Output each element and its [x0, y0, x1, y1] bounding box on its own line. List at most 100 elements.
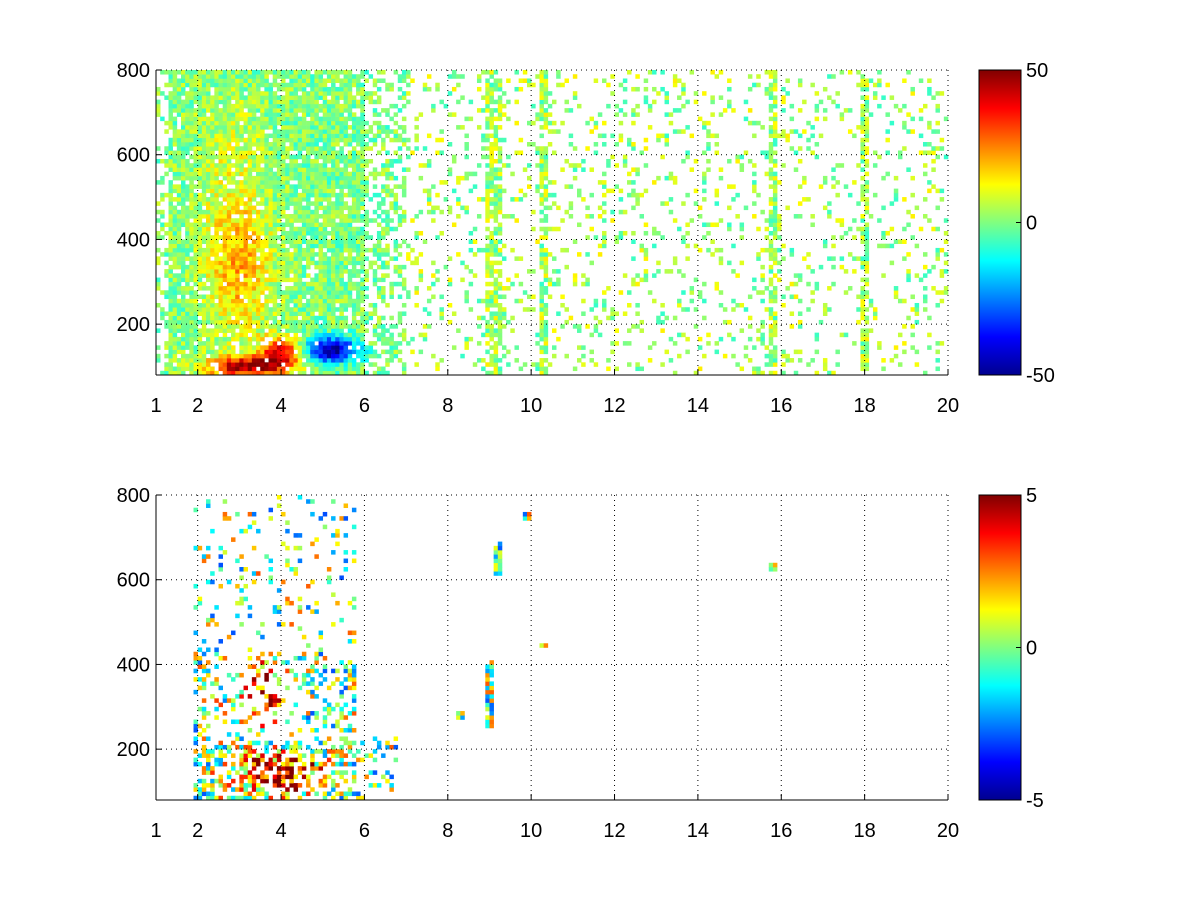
heatmap-cell	[314, 91, 319, 96]
heatmap-cell	[226, 214, 232, 219]
heatmap-cell	[372, 78, 378, 84]
heatmap-cell	[168, 336, 173, 342]
heatmap-cell	[718, 256, 724, 261]
heatmap-cell	[831, 264, 836, 270]
heatmap-cell	[201, 222, 207, 228]
heatmap-cell	[343, 175, 349, 181]
heatmap-cell	[293, 260, 299, 266]
heatmap-cell	[501, 103, 507, 109]
heatmap-cell	[485, 78, 490, 84]
heatmap-cell	[456, 99, 461, 105]
heatmap-cell	[389, 129, 394, 134]
heatmap-cell	[306, 112, 311, 117]
heatmap-cell	[331, 247, 336, 253]
heatmap-cell	[231, 235, 236, 240]
heatmap-cell	[335, 366, 340, 372]
heatmap-cell	[397, 146, 403, 151]
heatmap-cell	[201, 239, 207, 244]
heatmap-cell	[772, 332, 778, 338]
heatmap-cell	[181, 222, 186, 228]
heatmap-cell	[431, 108, 436, 113]
heatmap-cell	[510, 171, 515, 177]
heatmap-cell	[193, 142, 198, 147]
heatmap-cell	[268, 188, 274, 194]
heatmap-cell	[756, 82, 761, 88]
heatmap-cell	[289, 192, 294, 198]
heatmap-cell	[214, 290, 219, 295]
heatmap-cell	[281, 370, 286, 376]
heatmap-cell	[268, 243, 274, 249]
heatmap-cell	[356, 125, 361, 130]
heatmap-cell	[181, 175, 186, 181]
heatmap-cell	[239, 163, 244, 168]
heatmap-cell	[310, 188, 315, 194]
heatmap-cell	[281, 192, 286, 198]
heatmap-cell	[314, 345, 319, 350]
heatmap-cell	[631, 205, 636, 211]
heatmap-cell	[606, 82, 611, 88]
heatmap-cell	[231, 302, 236, 308]
heatmap-cell	[339, 273, 344, 278]
heatmap-cell	[518, 86, 524, 92]
heatmap-cell	[214, 222, 219, 228]
heatmap-cell	[189, 247, 194, 253]
heatmap-cell	[268, 133, 274, 139]
heatmap-cell	[539, 112, 544, 117]
heatmap-cell	[431, 184, 436, 189]
heatmap-cell	[276, 256, 282, 261]
heatmap-cell	[231, 137, 236, 143]
heatmap-cell	[652, 180, 657, 185]
heatmap-cell	[360, 247, 365, 253]
heatmap-cell	[193, 108, 198, 113]
heatmap-cell	[310, 370, 315, 376]
heatmap-cell	[785, 358, 790, 363]
heatmap-cell	[264, 269, 269, 274]
heatmap-cell	[697, 366, 703, 372]
heatmap-cell	[272, 95, 278, 100]
heatmap-cell	[281, 197, 286, 202]
heatmap-cell	[568, 184, 574, 189]
heatmap-cell	[714, 341, 720, 346]
heatmap-cell	[401, 264, 407, 270]
heatmap-cell	[331, 133, 336, 139]
heatmap-cell	[485, 290, 490, 295]
heatmap-cell	[393, 264, 399, 270]
heatmap-cell	[297, 133, 303, 139]
heatmap-cell	[231, 273, 236, 278]
heatmap-cell	[201, 197, 207, 202]
heatmap-cell	[201, 332, 207, 338]
heatmap-cell	[810, 214, 815, 219]
heatmap-cell	[214, 315, 219, 321]
heatmap-cell	[318, 95, 324, 100]
heatmap-cell	[822, 108, 828, 113]
heatmap-cell	[335, 99, 340, 105]
heatmap-cell	[210, 209, 215, 215]
heatmap-cell	[247, 86, 253, 92]
heatmap-cell	[514, 70, 519, 75]
heatmap-cell	[293, 345, 299, 350]
heatmap-cell	[822, 358, 828, 363]
heatmap-cell	[772, 252, 778, 257]
heatmap-cell	[627, 180, 632, 185]
heatmap-cell	[356, 273, 361, 278]
heatmap-cell	[735, 154, 740, 160]
heatmap-cell	[393, 137, 399, 143]
heatmap-cell	[752, 188, 757, 194]
heatmap-cell	[239, 370, 244, 376]
heatmap-cell	[852, 341, 857, 346]
heatmap-cell	[493, 277, 499, 283]
heatmap-cell	[322, 290, 328, 295]
heatmap-cell	[706, 230, 711, 236]
heatmap-cell	[385, 209, 390, 215]
heatmap-cell	[752, 184, 757, 189]
heatmap-cell	[256, 370, 261, 376]
heatmap-cell	[181, 133, 186, 139]
heatmap-cell	[643, 252, 649, 257]
heatmap-cell	[406, 99, 411, 105]
heatmap-cell	[552, 353, 557, 359]
heatmap-cell	[501, 163, 507, 168]
heatmap-cell	[310, 192, 315, 198]
heatmap-cell	[247, 188, 253, 194]
heatmap-cell	[281, 353, 286, 359]
heatmap-cell	[485, 370, 490, 376]
